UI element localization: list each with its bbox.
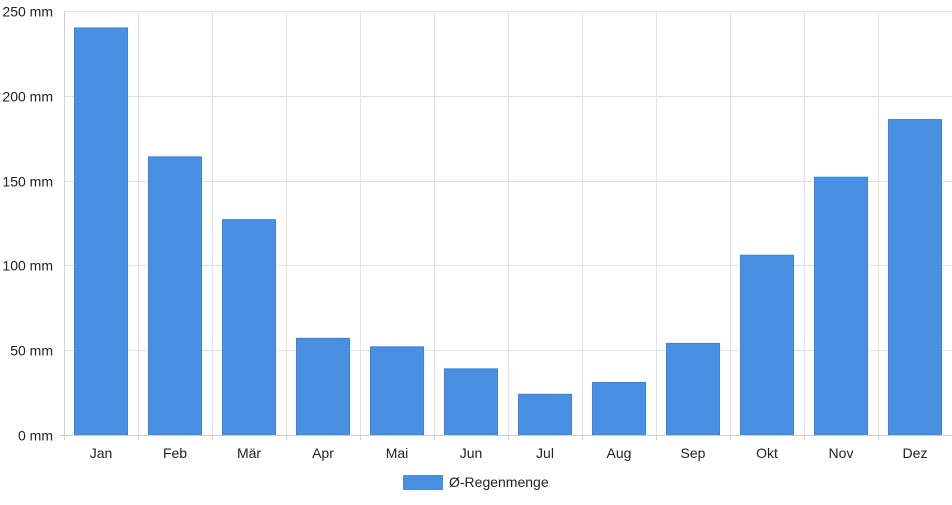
- y-tick-label: 100 mm: [2, 258, 53, 274]
- bar-ma-r[interactable]: [222, 219, 276, 436]
- x-tick-label: Apr: [312, 445, 334, 461]
- bar-feb[interactable]: [148, 156, 202, 436]
- x-tick-label: Dez: [903, 445, 928, 461]
- bar-apr[interactable]: [296, 337, 350, 436]
- x-tick-label: Okt: [756, 445, 778, 461]
- bar-dez[interactable]: [888, 119, 942, 436]
- bar-nov[interactable]: [814, 176, 868, 436]
- y-tick-label: 150 mm: [2, 174, 53, 190]
- x-tick-label: Jul: [536, 445, 554, 461]
- bar-jul[interactable]: [518, 393, 572, 436]
- legend-label: Ø-Regenmenge: [449, 474, 549, 490]
- x-tick-label: Jan: [90, 445, 113, 461]
- y-tick-label: 50 mm: [10, 343, 53, 359]
- x-tick-label: Mär: [237, 445, 261, 461]
- bar-jun[interactable]: [444, 368, 498, 436]
- x-tick-label: Aug: [607, 445, 632, 461]
- bar-okt[interactable]: [740, 254, 794, 436]
- y-tick-label: 0 mm: [18, 428, 53, 444]
- y-tick-label: 250 mm: [2, 4, 53, 20]
- x-tick-label: Feb: [163, 445, 187, 461]
- axes: [59, 11, 952, 440]
- bars: [74, 27, 942, 436]
- y-tick-labels: 0 mm 50 mm 100 mm 150 mm 200 mm 250 mm: [2, 4, 53, 444]
- bar-aug[interactable]: [592, 381, 646, 436]
- y-tick-label: 200 mm: [2, 89, 53, 105]
- bar-mai[interactable]: [370, 346, 424, 436]
- legend[interactable]: Ø-Regenmenge: [403, 474, 549, 490]
- bar-jan[interactable]: [74, 27, 128, 436]
- grid: [64, 11, 952, 435]
- x-tick-label: Nov: [829, 445, 854, 461]
- x-tick-label: Jun: [460, 445, 483, 461]
- bar-sep[interactable]: [666, 342, 720, 436]
- x-tick-labels: Jan Feb Mär Apr Mai Jun Jul Aug Sep Okt Nov Dez: [90, 445, 928, 461]
- legend-swatch: [403, 475, 443, 490]
- x-tick-label: Mai: [386, 445, 409, 461]
- x-tick-label: Sep: [681, 445, 706, 461]
